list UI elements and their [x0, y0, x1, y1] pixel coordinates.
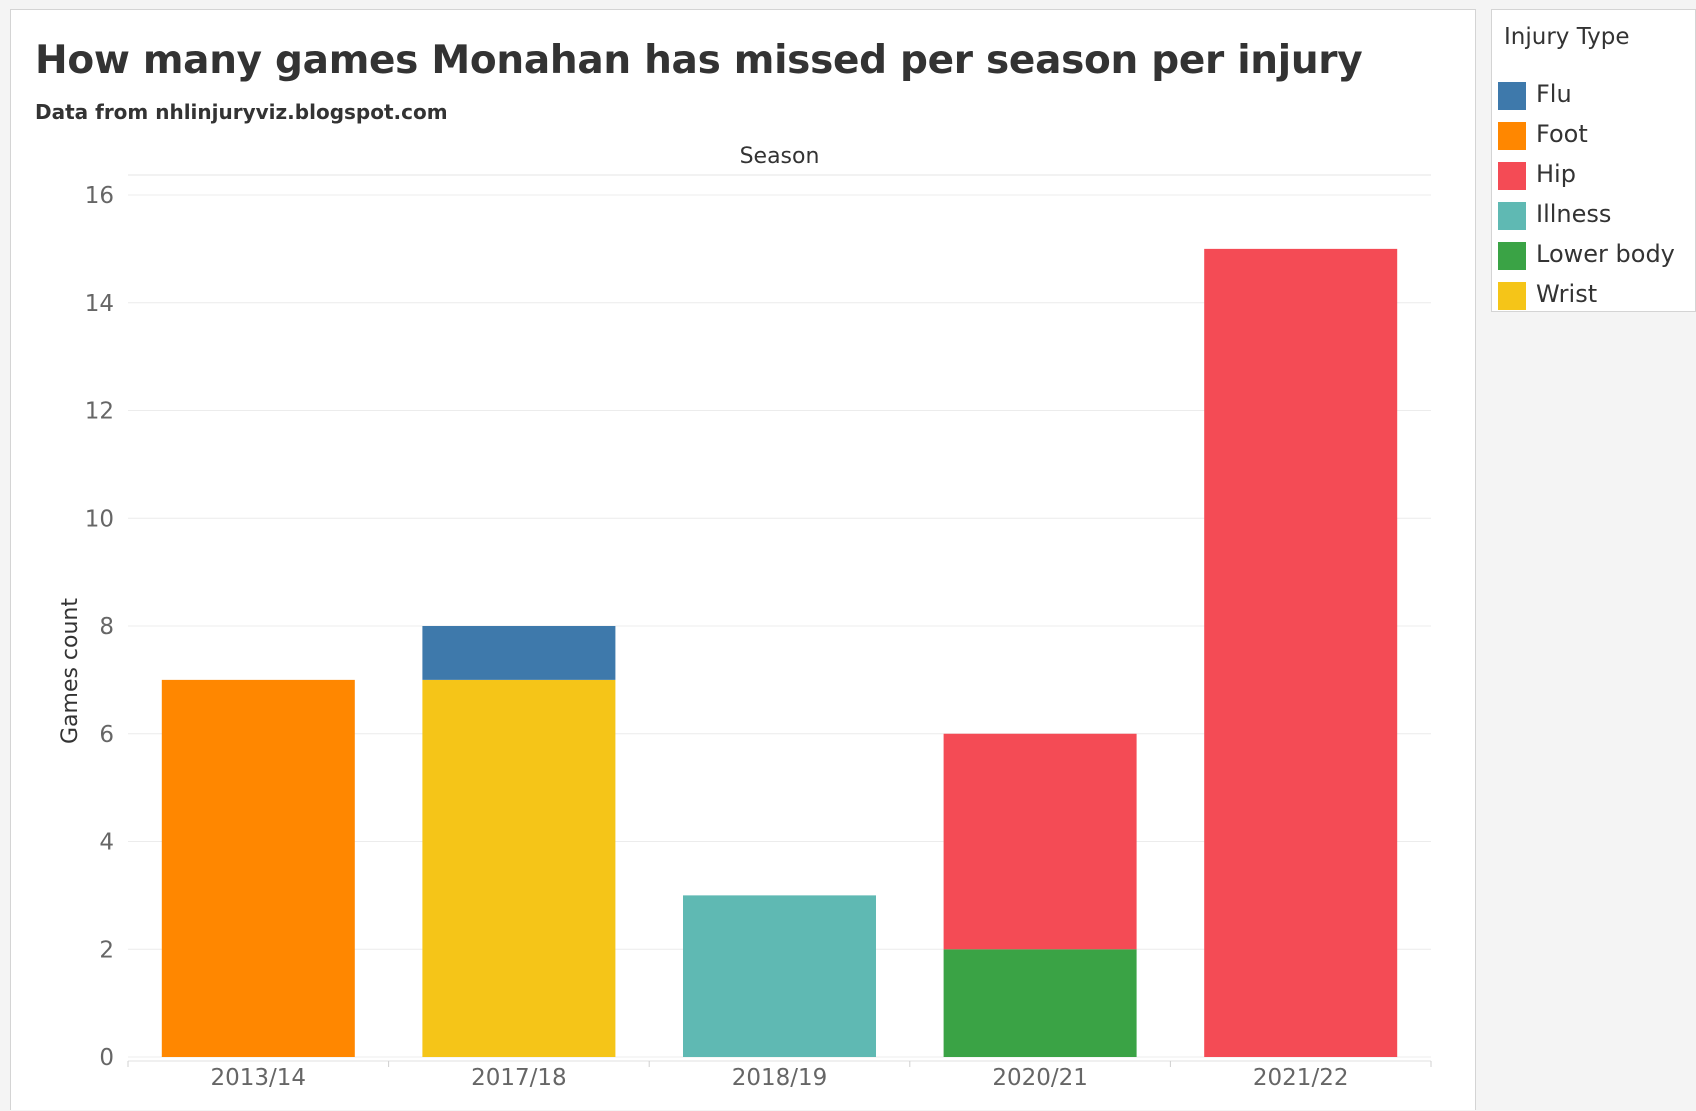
legend-item-flu[interactable]: Flu — [1492, 74, 1695, 114]
y-tick-label: 2 — [99, 937, 114, 963]
y-axis-title: Games count — [58, 598, 83, 744]
legend-label: Wrist — [1536, 280, 1598, 308]
legend-label: Foot — [1536, 120, 1588, 148]
bar-lower-body-2020-21 — [943, 949, 1137, 1057]
y-tick-label: 0 — [99, 1045, 114, 1071]
y-tick-label: 10 — [85, 506, 114, 532]
y-tick-label: 12 — [85, 399, 114, 425]
legend-item-wrist[interactable]: Wrist — [1492, 274, 1695, 314]
legend-label: Lower body — [1536, 240, 1675, 268]
x-tick-label: 2018/19 — [732, 1065, 828, 1091]
legend-swatch — [1498, 242, 1526, 270]
y-tick-label: 4 — [99, 830, 114, 856]
y-tick-label: 8 — [99, 614, 114, 640]
x-tick-label: 2021/22 — [1253, 1065, 1349, 1091]
legend-items: Flu Foot Hip Illness Lower body Wrist — [1492, 74, 1695, 314]
bar-wrist-2017-18 — [422, 679, 616, 1057]
bar-foot-2013-14 — [161, 679, 355, 1057]
legend-title: Injury Type — [1504, 24, 1630, 50]
legend-swatch — [1498, 202, 1526, 230]
chart-title: How many games Monahan has missed per se… — [35, 38, 1363, 83]
legend-item-hip[interactable]: Hip — [1492, 154, 1695, 194]
chart-panel: How many games Monahan has missed per se… — [10, 9, 1476, 1110]
x-tick-label: 2013/14 — [211, 1065, 307, 1091]
legend-item-lower-body[interactable]: Lower body — [1492, 234, 1695, 274]
y-tick-label: 16 — [85, 183, 114, 209]
plot-area: Season Games count 0 2 4 6 8 10 12 14 16 2013/14 201… — [58, 144, 1432, 1091]
bar-illness-2018-19 — [683, 895, 876, 1057]
x-tick-label: 2020/21 — [992, 1065, 1088, 1091]
bar-flu-2017-18 — [422, 626, 616, 680]
chart-subtitle: Data from nhlinjuryviz.blogspot.com — [35, 100, 448, 124]
legend-label: Hip — [1536, 160, 1576, 188]
y-tick-label: 6 — [99, 722, 114, 748]
legend-swatch — [1498, 282, 1526, 310]
legend-label: Flu — [1536, 80, 1572, 108]
legend-swatch — [1498, 122, 1526, 150]
bar-hip-2021-22 — [1204, 248, 1398, 1057]
x-axis-title: Season — [740, 144, 820, 169]
legend: Injury Type Flu Foot Hip Illness Lower body W… — [1491, 9, 1696, 312]
y-tick-label: 14 — [85, 291, 114, 317]
x-tick-label: 2017/18 — [471, 1065, 567, 1091]
legend-item-illness[interactable]: Illness — [1492, 194, 1695, 234]
legend-swatch — [1498, 82, 1526, 110]
bar-hip-2020-21 — [943, 733, 1137, 950]
legend-label: Illness — [1536, 200, 1612, 228]
legend-item-foot[interactable]: Foot — [1492, 114, 1695, 154]
legend-swatch — [1498, 162, 1526, 190]
